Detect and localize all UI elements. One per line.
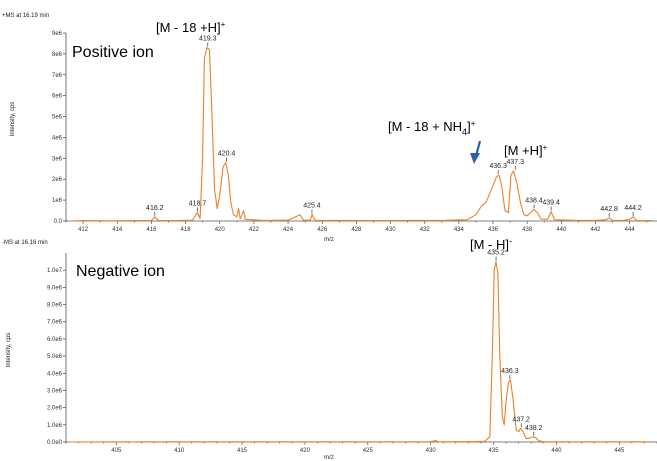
bottom-y-tick-label: 2.0e6 [47,406,63,412]
bottom-y-tick-label: 8.0e6 [47,303,63,309]
top-peak-label: 438.4 [525,198,543,205]
bottom-y-tick-label: 0.0e0 [47,440,63,446]
bottom-peak-label: 435.2 [487,250,505,257]
bottom-peak-label: 437.2 [512,416,530,423]
annotation-m-minus-h: [M - H]- [470,236,512,252]
annotation-m-h: [M +H]+ [504,143,548,158]
top-x-tick-label: 414 [112,227,123,233]
top-x-tick-label: 424 [283,227,294,233]
top-y-tick-label: 2e6 [52,177,63,183]
negative-ion-panel: -MS at 16.16 min Intensity, cps 0.0e0 1.0… [2,236,657,461]
top-peak-label: 437.3 [506,159,524,166]
negative-ion-title: Negative ion [76,263,165,280]
bottom-x-tick-label: 420 [300,448,311,454]
bottom-x-tick-label: 425 [363,448,374,454]
positive-ion-title: Positive ion [72,44,154,61]
bottom-peak-label: 436.3 [501,368,519,375]
top-peak-label: 425.4 [303,203,321,210]
bottom-y-tick-label: 4.0e6 [47,371,63,377]
bottom-x-tick-label: 440 [551,448,562,454]
top-peak-label: 436.3 [489,163,507,170]
top-peak-label: 442.8 [600,206,618,213]
bottom-y-tick-label: 6.0e6 [47,337,63,343]
bottom-y-tick-label: 9.0e6 [47,285,63,291]
annotation-m-18-nh4-text: [M - 18 + NH [388,119,462,134]
top-peak-label: 420.4 [218,151,236,158]
top-peak-label: 439.4 [542,200,560,207]
bottom-y-ticks: 0.0e0 1.0e6 2.0e6 3.0e6 4.0e6 5.0e6 6.0e6 7.0e6… [47,268,66,446]
top-x-tick-label: 442 [591,227,602,233]
top-peak-label: 444.2 [624,205,642,212]
top-x-ticks: 412 414 416 418 420 422 424 426 428 430 432 434 436 4… [65,221,648,233]
bottom-y-tick-label: 3.0e6 [47,388,63,394]
top-y-tick-label: 8e6 [52,52,63,58]
bottom-x-axis-label: m/z [324,455,334,461]
top-x-axis-label: m/z [324,237,334,243]
annotation-m-minus-h-sup: - [509,236,512,246]
bottom-y-tick-label: 1.0e7 [47,268,63,274]
annotation-m-18-nh4: [M - 18 + NH4]+ [388,119,476,137]
bottom-spectrum-trace [68,261,651,443]
bottom-x-tick-label: 445 [614,448,625,454]
top-y-tick-label: 3e6 [52,156,63,162]
bottom-y-tick-label: 1.0e6 [47,423,63,429]
top-peak-label: 416.2 [146,205,164,212]
top-x-tick-label: 434 [454,227,465,233]
top-x-tick-label: 444 [625,227,636,233]
top-x-tick-label: 430 [386,227,397,233]
annotation-arrow-head [470,153,480,164]
annotation-m-18-nh4-sub: 4 [462,127,467,137]
top-y-tick-label: 1e6 [52,198,63,204]
top-y-tick-label: 0.0 [54,219,63,225]
annotation-m-18-h-text: [M - 18 +H] [156,20,221,35]
bottom-scan-header: -MS at 16.16 min [2,240,48,246]
annotation-m-18-h: [M - 18 +H]+ [156,20,226,35]
bottom-x-tick-label: 415 [237,448,248,454]
annotation-m-18-nh4-close: ] [467,119,471,134]
top-spectrum-trace [69,47,652,222]
top-x-tick-label: 438 [522,227,533,233]
top-peak-label: 418.7 [189,201,207,208]
top-y-tick-label: 9e6 [52,31,63,37]
bottom-x-ticks: 405 410 415 420 425 430 435 440 445 [65,442,657,454]
top-x-tick-label: 422 [249,227,260,233]
top-peak-label: 419.3 [199,36,217,43]
bottom-y-tick-label: 5.0e6 [47,354,63,360]
annotation-m-h-text: [M +H] [504,143,543,158]
top-y-tick-label: 4e6 [52,135,63,141]
bottom-x-tick-label: 405 [111,448,122,454]
top-x-tick-label: 432 [420,227,431,233]
top-y-tick-label: 7e6 [52,73,63,79]
top-x-tick-label: 426 [317,227,328,233]
bottom-y-tick-label: 7.0e6 [47,320,63,326]
top-x-tick-label: 416 [146,227,157,233]
bottom-peak-label: 438.2 [525,425,543,432]
top-y-axis-label: Intensity, cps [10,102,16,137]
top-y-tick-label: 5e6 [52,115,63,121]
bottom-x-tick-label: 410 [174,448,185,454]
annotation-m-h-sup: + [543,143,548,152]
bottom-x-tick-label: 430 [426,448,437,454]
top-x-tick-label: 440 [556,227,567,233]
top-x-tick-label: 418 [181,227,192,233]
top-x-tick-label: 420 [215,227,226,233]
bottom-peak-labels: 435.2 436.3 437.2 438.2 [487,250,543,436]
bottom-x-tick-label: 435 [489,448,500,454]
annotation-m-18-nh4-sup: + [471,119,476,128]
top-y-ticks: 0.0 1e6 2e6 3e6 4e6 5e6 6e6 7e6 8e6 9e6 [52,31,66,225]
positive-ion-panel: +MS at 16.19 min Intensity, cps 0.0 1e6 2e… [2,13,657,243]
top-x-tick-label: 428 [351,227,362,233]
top-x-tick-label: 412 [78,227,89,233]
top-y-tick-label: 6e6 [52,94,63,100]
annotation-m-18-h-sup: + [221,20,226,29]
top-scan-header: +MS at 16.19 min [2,13,49,19]
annotation-m-minus-h-text: [M - H] [470,237,509,252]
bottom-y-axis-label: Intensity, cps [6,333,12,368]
top-x-tick-label: 436 [488,227,499,233]
